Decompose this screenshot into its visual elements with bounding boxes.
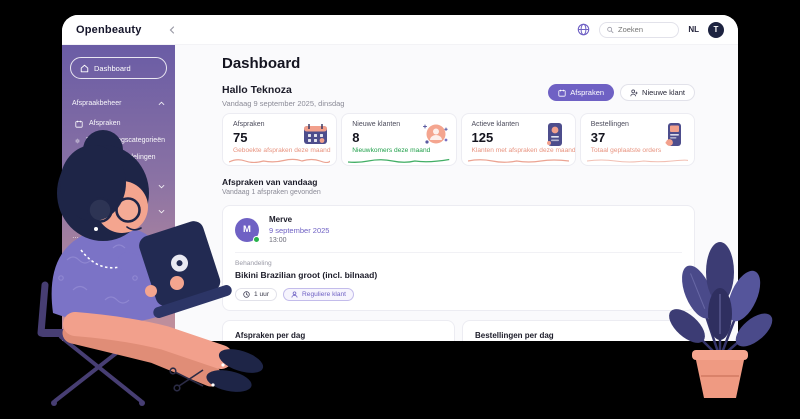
sidebar-item-label: Afspraken <box>89 120 121 127</box>
greeting-row: Hallo Teknoza Vandaag 9 september 2025, … <box>222 84 695 108</box>
globe-icon[interactable] <box>577 23 590 36</box>
appointments-subtitle: Vandaag 1 afspraken gevonden <box>222 189 321 196</box>
appointment-meta: Merve 9 september 2025 13:00 <box>269 215 329 244</box>
appointments-title: Afspraken van vandaag <box>222 177 318 187</box>
main-content: Dashboard Hallo Teknoza Vandaag 9 septem… <box>175 45 738 341</box>
app-logo: Openbeauty <box>76 23 142 36</box>
treatment-label: Behandeling <box>235 260 272 267</box>
person-illustration <box>37 130 264 406</box>
chart-title: Bestellingen per dag <box>475 331 554 340</box>
sidebar-item-label: Behandelingscategorieën <box>85 137 165 144</box>
client-type-badge: Reguliere klant <box>283 288 355 301</box>
appointment-time: 13:00 <box>269 237 287 244</box>
appointments-header: Afspraken van vandaag Vandaag 1 afsprake… <box>222 177 695 197</box>
stat-card-afspraken: Afspraken 75 Geboekte afspraken deze maa… <box>222 113 338 166</box>
calendar-icon <box>75 120 83 128</box>
user-icon <box>291 291 298 298</box>
chevron-up-icon <box>158 101 165 105</box>
date-line: Vandaag 9 september 2025, dinsdag <box>222 99 345 108</box>
stat-card-bestellingen: Bestellingen 37 Totaal geplaatste orders <box>579 113 695 166</box>
phone-illustration-icon <box>665 123 681 146</box>
user-plus-icon <box>630 89 638 96</box>
trend-wave <box>348 158 450 163</box>
stats-row: Afspraken 75 Geboekte afspraken deze maa… <box>222 113 695 166</box>
client-avatar: M <box>235 217 260 243</box>
appointment-date: 9 september 2025 <box>269 226 330 235</box>
plant-illustration <box>669 242 773 398</box>
sidebar-item-behandelingscategorieen[interactable]: Behandelingscategorieën <box>62 132 175 149</box>
stat-value: 125 <box>471 130 494 145</box>
stat-label: Afspraken <box>233 121 265 128</box>
nieuwe-klant-button[interactable]: Nieuwe klant <box>620 84 695 101</box>
sidebar-item-afspraken[interactable]: Afspraken <box>62 115 175 132</box>
sidebar-section-afspraakbeheer[interactable]: Afspraakbeheer <box>62 97 175 109</box>
sidebar-collapse-button[interactable] <box>168 25 176 34</box>
app-window: Openbeauty NL <box>62 15 738 341</box>
stat-value: 37 <box>590 130 606 145</box>
stat-subtitle: Klanten met afspraken deze maand <box>471 147 576 154</box>
greeting-text: Hallo Teknoza <box>222 84 292 96</box>
search-input[interactable] <box>618 25 672 34</box>
user-avatar[interactable]: T <box>708 21 724 38</box>
stat-card-actieve-klanten: Actieve klanten 125 Klanten met afsprake… <box>460 113 576 166</box>
treatment-block: Behandeling Bikini Brazilian groot (incl… <box>235 260 682 280</box>
sidebar-section-label: Afspraakbeheer <box>72 99 122 107</box>
stat-subtitle: Totaal geplaatste orders <box>590 147 662 154</box>
avatar-initial: M <box>243 224 251 235</box>
search-icon <box>607 26 614 33</box>
language-selector[interactable]: NL <box>688 25 699 34</box>
chevron-down-icon <box>158 184 165 189</box>
topbar: Openbeauty NL <box>62 15 738 45</box>
appointment-client-row: M Merve 9 september 2025 13:00 <box>235 215 682 244</box>
trend-wave <box>586 159 688 163</box>
topbar-right: NL T <box>577 21 724 38</box>
afspraken-button[interactable]: Afspraken <box>548 84 615 101</box>
stat-label: Nieuwe klanten <box>352 121 401 128</box>
stat-label: Bestellingen <box>590 121 629 128</box>
chart-title: Afspraken per dag <box>235 331 306 340</box>
window-body: Dashboard Afspraakbeheer <box>62 45 738 341</box>
trend-wave <box>467 159 569 163</box>
sidebar-item-label: Dashboard <box>94 63 131 73</box>
chevron-down-icon <box>158 209 165 214</box>
stat-card-nieuwe-klanten: Nieuwe klanten 8 Nieuwkomers deze maand <box>341 113 457 166</box>
appointment-card[interactable]: M Merve 9 september 2025 13:00 Behandeli… <box>222 205 695 311</box>
action-buttons: Afspraken Nieuwe klant <box>548 84 695 101</box>
calendar-icon <box>558 89 566 97</box>
clock-icon <box>243 291 250 298</box>
gear-icon <box>75 138 80 143</box>
button-label: Nieuwe klant <box>642 88 685 97</box>
greeting-block: Hallo Teknoza Vandaag 9 september 2025, … <box>222 84 344 108</box>
stat-value: 75 <box>233 130 248 145</box>
chevron-left-icon <box>169 25 174 34</box>
stat-value: 8 <box>352 130 360 145</box>
button-label: Afspraken <box>570 88 605 97</box>
divider <box>235 252 682 253</box>
chart-card-afspraken-per-dag: Afspraken per dag <box>222 320 455 341</box>
search-field[interactable] <box>599 21 680 38</box>
client-name: Merve <box>269 215 293 224</box>
sidebar-group-label: … <box>72 233 79 240</box>
badge-label: Reguliere klant <box>302 291 347 298</box>
stat-subtitle: Nieuwkomers deze maand <box>352 147 431 154</box>
sidebar-item-dashboard[interactable]: Dashboard <box>70 57 167 79</box>
new-client-illustration-icon <box>422 124 448 144</box>
badge-label: 1 uur <box>254 291 270 298</box>
id-card-illustration-icon <box>546 123 562 146</box>
page-title: Dashboard <box>222 55 301 72</box>
stat-subtitle: Geboekte afspraken deze maand <box>233 147 331 154</box>
home-icon <box>80 64 89 72</box>
trend-wave <box>229 158 331 163</box>
duration-badge: 1 uur <box>235 288 278 301</box>
online-status-dot <box>253 235 260 243</box>
charts-row: Afspraken per dag Bestellingen per dag <box>222 320 695 341</box>
badge-row: 1 uur Reguliere klant <box>235 288 682 301</box>
calendar-illustration-icon <box>304 124 328 144</box>
treatment-name: Bikini Brazilian groot (incl. bilnaad) <box>235 270 378 280</box>
stat-label: Actieve klanten <box>471 121 519 128</box>
